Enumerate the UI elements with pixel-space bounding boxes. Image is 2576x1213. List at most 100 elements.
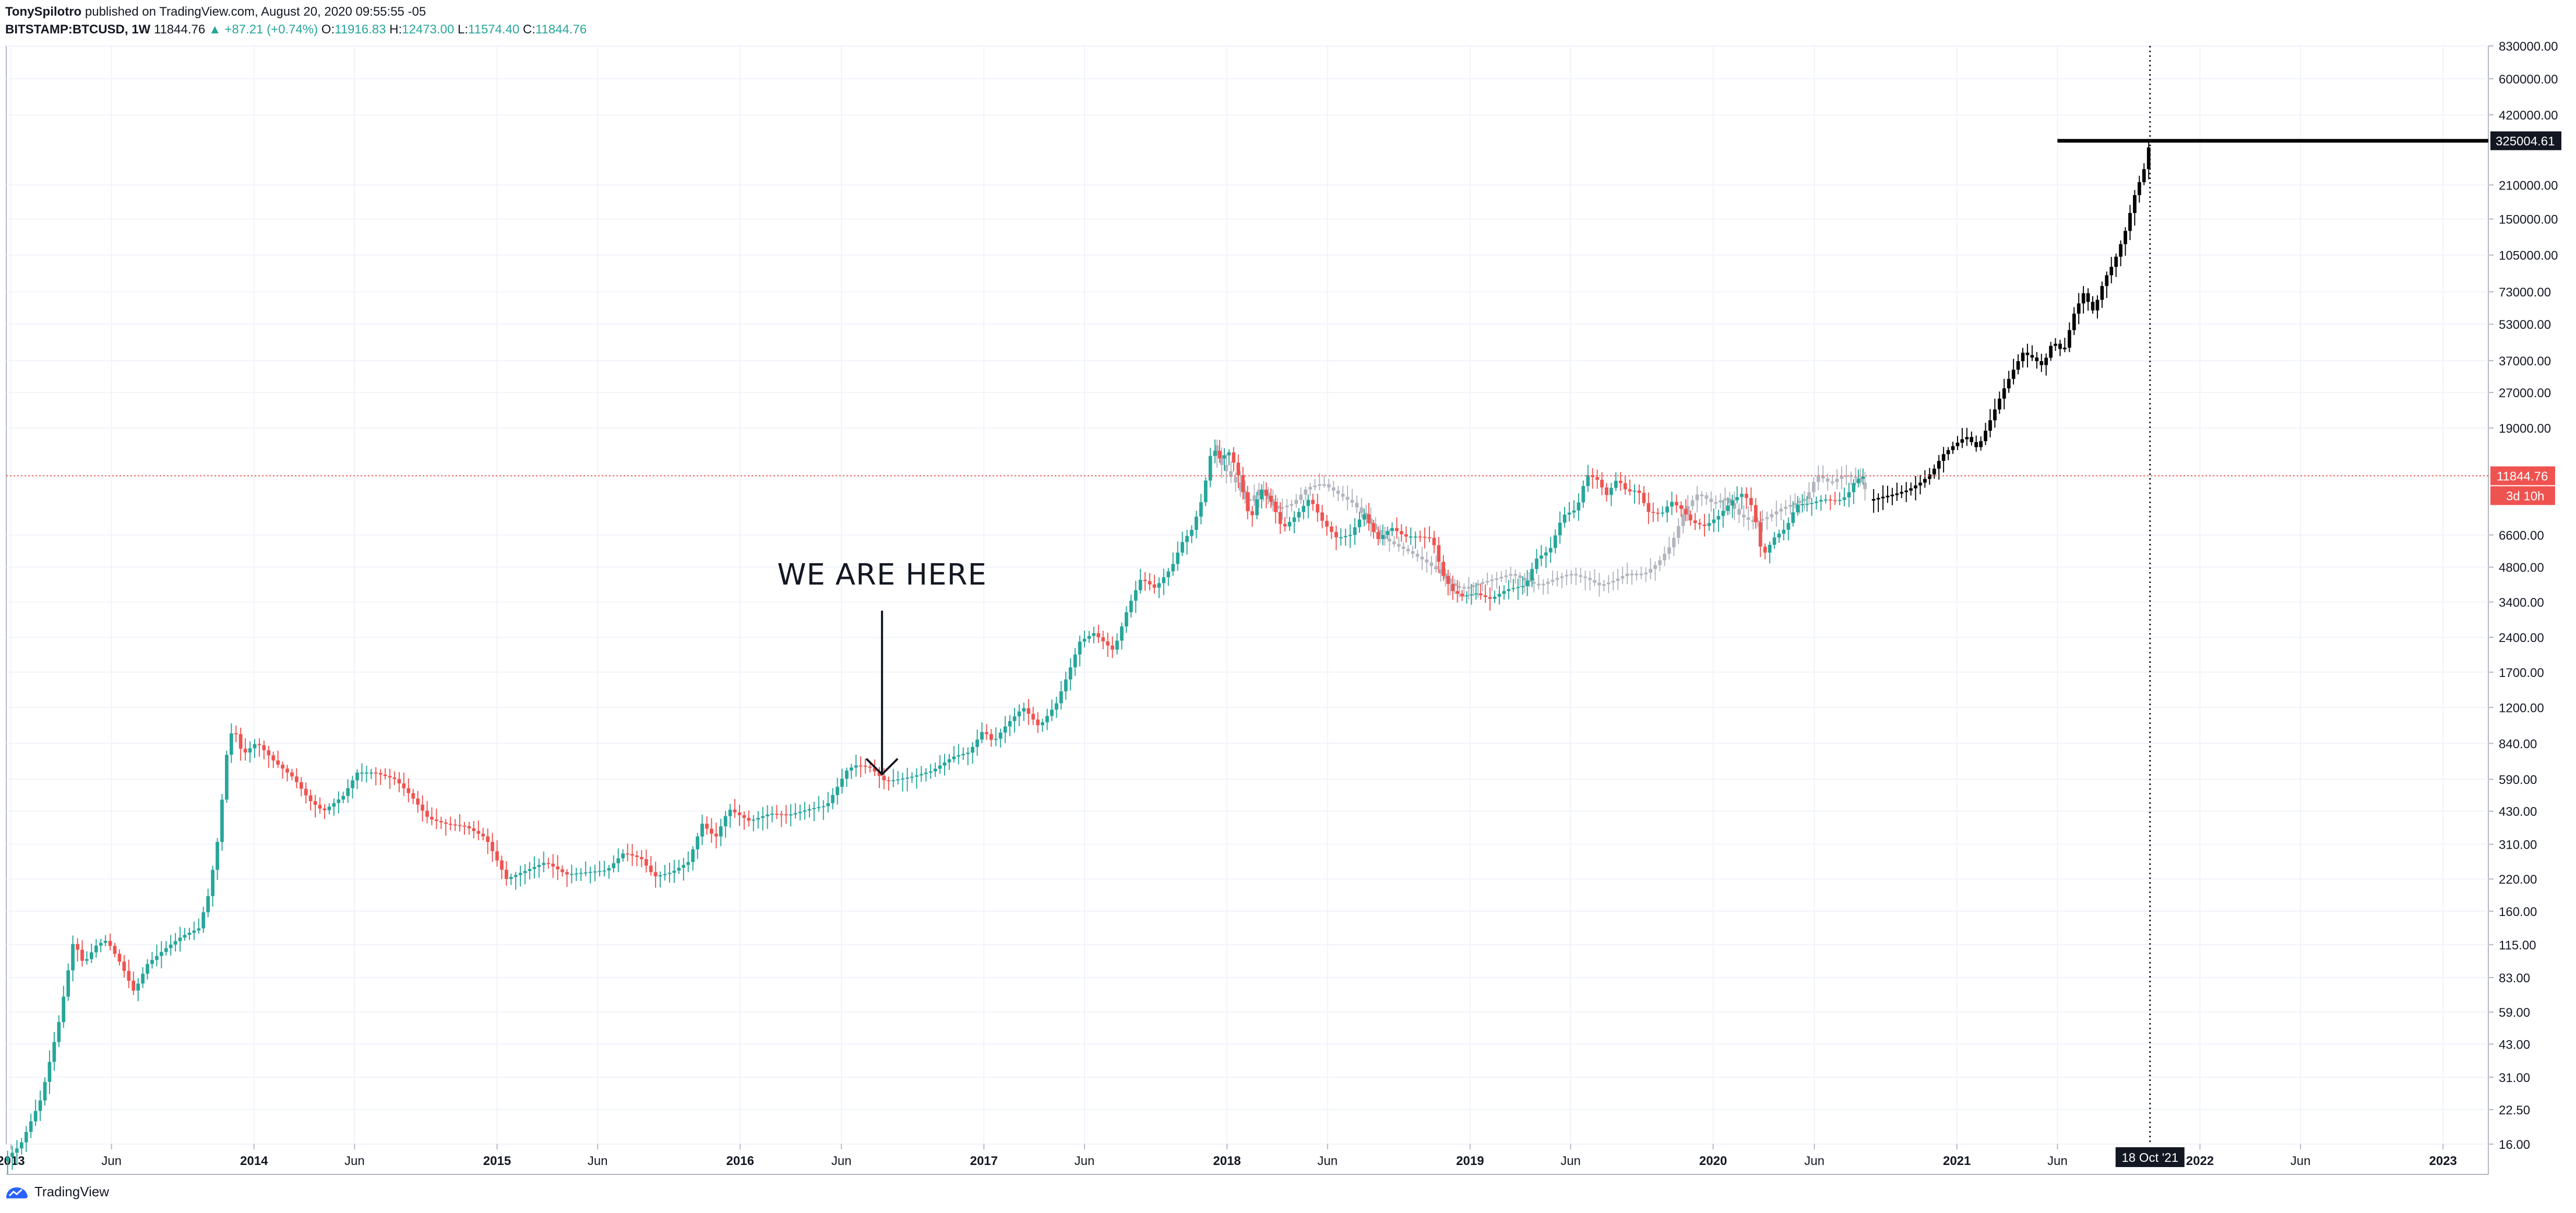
projection-bar — [1886, 495, 1890, 497]
projection-bar — [2044, 358, 2048, 365]
btc-candle — [476, 831, 481, 834]
btc-candle — [1735, 497, 1739, 501]
btc-candle — [924, 772, 928, 774]
y-tick-label: 53000.00 — [2499, 318, 2551, 332]
btc-candle — [998, 732, 1003, 739]
btc-candle — [332, 803, 336, 807]
btc-candle — [1670, 502, 1674, 507]
btc-candle — [640, 857, 643, 860]
btc-candle — [402, 783, 406, 789]
btc-candle — [1861, 476, 1865, 479]
projection-bar — [2011, 370, 2016, 379]
btc-candle — [1283, 524, 1287, 527]
x-tick-label: 2020 — [1699, 1154, 1727, 1168]
projection-bar — [2105, 275, 2109, 286]
high-value: 12473.00 — [402, 22, 455, 37]
btc-candle — [556, 866, 559, 870]
projection-bar — [1955, 443, 1960, 446]
projection-bar — [2067, 330, 2071, 348]
fractal-bar — [1606, 582, 1611, 585]
btc-candle — [365, 772, 368, 774]
projection-bar — [2128, 213, 2132, 231]
author-name[interactable]: TonySpilotro — [5, 5, 82, 19]
projection-bar — [2119, 244, 2122, 257]
btc-candle — [1003, 726, 1007, 733]
btc-candle — [891, 780, 896, 781]
btc-candle — [1008, 721, 1012, 727]
fractal-bar — [1788, 505, 1793, 507]
y-tick-label: 16.00 — [2499, 1138, 2530, 1152]
btc-candle — [197, 928, 201, 931]
btc-candle — [1376, 532, 1380, 539]
y-tick-label: 150000.00 — [2499, 213, 2558, 227]
btc-candle — [136, 983, 140, 991]
y-tick-label: 310.00 — [2499, 838, 2537, 852]
y-tick-label: 840.00 — [2499, 737, 2537, 751]
btc-candle — [1320, 512, 1324, 521]
btc-candle — [1273, 502, 1278, 513]
btc-candle — [33, 1111, 38, 1122]
annotation-arrow-head — [865, 758, 899, 776]
btc-candle — [467, 826, 471, 828]
btc-candle — [1012, 716, 1017, 721]
btc-candle — [1381, 535, 1385, 539]
btc-candle — [407, 788, 411, 793]
btc-candle — [1731, 500, 1734, 506]
btc-candle — [122, 961, 126, 971]
btc-candle — [337, 799, 341, 803]
projection-bar — [1988, 420, 1992, 431]
btc-candle — [863, 765, 867, 767]
btc-candle — [1106, 641, 1110, 646]
fractal-bar — [1415, 554, 1420, 557]
btc-candle — [943, 762, 947, 766]
btc-candle — [1096, 633, 1101, 637]
symbol-interval[interactable]: BITSTAMP:BTCUSD, 1W — [5, 22, 151, 37]
btc-candle — [1120, 626, 1124, 641]
btc-candle — [784, 814, 788, 816]
btc-candle — [1278, 512, 1282, 524]
projection-bar — [2063, 348, 2067, 350]
fractal-bar — [1411, 551, 1415, 554]
btc-candle — [612, 863, 616, 869]
projection-bar — [2146, 147, 2151, 170]
btc-candle — [1372, 523, 1376, 532]
brand-label[interactable]: TradingView — [34, 1184, 110, 1199]
projection-bar — [2072, 313, 2076, 330]
fractal-bar — [1485, 580, 1489, 582]
btc-candle — [710, 828, 713, 834]
btc-candle — [453, 824, 457, 826]
btc-candle — [1068, 667, 1072, 680]
btc-candle — [448, 824, 452, 825]
btc-candle — [388, 776, 392, 778]
btc-candle — [1441, 562, 1446, 576]
btc-candle — [1749, 498, 1753, 505]
btc-candle — [369, 772, 373, 774]
btc-candle — [691, 849, 695, 862]
btc-candle — [1605, 487, 1608, 495]
projection-bar — [1984, 431, 1987, 442]
projection-bar — [2114, 256, 2118, 267]
btc-candle — [1516, 587, 1520, 588]
fractal-bar — [1224, 465, 1229, 471]
btc-candle — [1758, 522, 1762, 547]
btc-candle — [1265, 490, 1268, 496]
projection-bar — [1876, 497, 1880, 500]
btc-candle — [1227, 452, 1231, 456]
fractal-bar — [1751, 519, 1755, 522]
btc-candle — [146, 964, 149, 974]
btc-candle — [1856, 479, 1861, 483]
fractal-bar — [1434, 566, 1438, 570]
btc-candle — [351, 780, 354, 789]
fractal-bar — [1551, 579, 1555, 582]
btc-candle — [1740, 494, 1744, 497]
btc-candle — [481, 834, 485, 837]
projection-bar — [1960, 439, 1964, 443]
btc-candle — [807, 809, 812, 811]
plot-area — [6, 45, 2489, 1145]
btc-candle — [71, 944, 75, 971]
btc-candle — [630, 854, 634, 856]
btc-candle — [938, 765, 942, 769]
btc-candle — [528, 869, 532, 871]
fractal-bar — [1807, 492, 1811, 499]
